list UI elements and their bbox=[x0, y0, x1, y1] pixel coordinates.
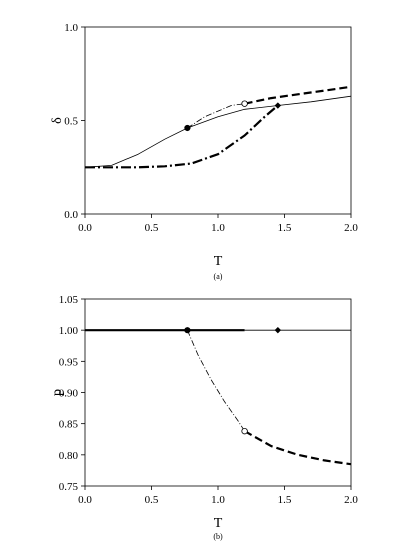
marker-open-circle bbox=[241, 100, 248, 107]
y-tick-label: 1.05 bbox=[59, 294, 79, 306]
x-tick-label: 2.0 bbox=[344, 494, 358, 506]
y-tick-label: 1.00 bbox=[59, 325, 79, 337]
y-tick-label: 0.0 bbox=[64, 209, 78, 221]
series-line-thin-dash-dot bbox=[187, 103, 245, 129]
panel-caption: (b) bbox=[213, 532, 223, 541]
marker-filled-diamond bbox=[274, 326, 282, 334]
y-tick-label: 0.80 bbox=[59, 450, 79, 462]
chart-panel-a: 0.0 0.5 1.0 1.5 2.0 0.0 0.5 1.0 Tδ (a) bbox=[50, 22, 358, 281]
x-axis-label: T bbox=[214, 516, 223, 531]
y-tick-label: 0.95 bbox=[59, 356, 79, 368]
x-tick-label: 1.5 bbox=[278, 222, 292, 234]
x-tick-label: 0.5 bbox=[145, 494, 159, 506]
series-line-thin-solid bbox=[84, 95, 352, 168]
y-tick-label: 0.90 bbox=[59, 388, 79, 400]
series-line-thick-dashed bbox=[244, 430, 352, 466]
x-tick-label: 1.5 bbox=[278, 494, 292, 506]
marker-open-circle bbox=[241, 427, 248, 435]
x-tick-label: 1.0 bbox=[211, 222, 225, 234]
series-line-thin-dash-dot bbox=[187, 330, 245, 432]
series-line-thick-dash-dot bbox=[85, 104, 279, 169]
chart-panel-b: 0.0 0.5 1.0 1.5 2.0 0.75 0.80 0.85 0.90 0.95 1.00 1… bbox=[50, 294, 358, 541]
panel-caption: (a) bbox=[214, 272, 223, 281]
x-tick-label: 0.0 bbox=[78, 494, 92, 506]
y-tick-label: 0.5 bbox=[64, 116, 78, 128]
x-tick-label: 1.0 bbox=[211, 494, 225, 506]
x-tick-label: 0.5 bbox=[145, 222, 159, 234]
x-tick-label: 2.0 bbox=[344, 222, 358, 234]
plot-frame bbox=[84, 26, 352, 215]
y-axis-label: δ bbox=[50, 117, 65, 124]
marker-filled-diamond bbox=[274, 102, 282, 109]
x-tick-label: 0.0 bbox=[78, 222, 92, 234]
y-tick-label: 0.85 bbox=[59, 419, 79, 431]
y-axis-label: p bbox=[50, 389, 65, 396]
marker-filled-circle bbox=[184, 327, 191, 334]
x-axis-label: T bbox=[214, 254, 223, 269]
series-line-thick-dashed bbox=[244, 85, 352, 105]
y-tick-label: 1.0 bbox=[64, 22, 78, 34]
y-tick-label: 0.75 bbox=[59, 481, 79, 493]
marker-filled-circle bbox=[184, 124, 191, 132]
